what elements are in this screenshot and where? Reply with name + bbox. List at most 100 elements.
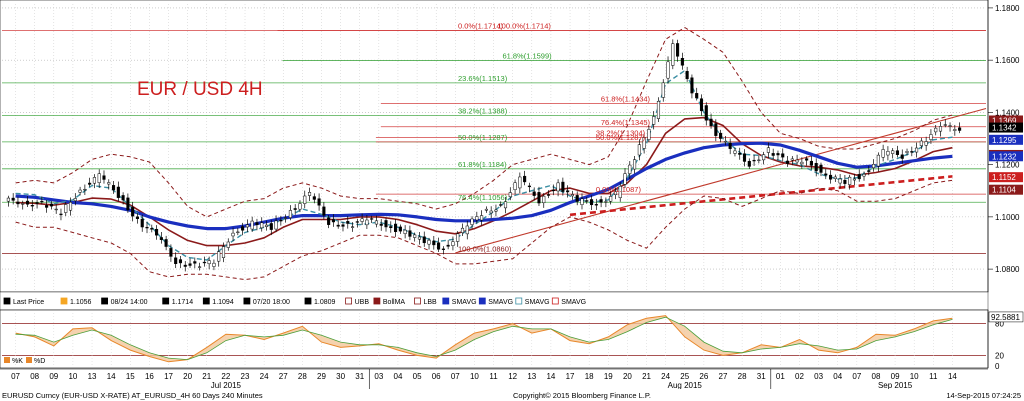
osc-axis-label: 20 [995,351,1004,360]
candle-body [580,198,584,205]
candle-body [867,170,871,172]
candle-body [953,129,957,131]
candle-body [112,185,116,191]
candle-body [590,199,594,206]
lo-icon [304,297,312,305]
x-tick-label: 07 [11,372,20,381]
candle-body [384,220,388,228]
x-tick-label: 10 [68,372,77,381]
x-tick-label: 30 [336,372,345,381]
trend-lines [455,107,987,254]
candle-body [35,202,39,204]
candle-body [537,192,541,204]
x-tick-label: 23 [241,372,250,381]
candle-body [40,200,44,203]
candle-body [556,182,560,192]
legend-label: SMAVG [561,299,586,306]
osc-legend-swatch [4,357,10,363]
x-axis: 07 08 09 10 13 14 15 16 17 20 21 22 23 24 27 28 29 30 31 03… [0,368,988,390]
oscillator-lines [15,315,953,363]
candle-body [838,178,842,184]
price-icon [3,297,11,305]
hi-icon [162,297,170,305]
x-tick-label: 21 [642,372,651,381]
upper-band-line [15,27,953,218]
x-tick-label: 17 [164,372,173,381]
candle-body [852,178,857,181]
osc-axis-label: 0 [995,362,1000,371]
candle-body [370,218,374,220]
candle-body [159,237,163,240]
candle-body [331,219,335,223]
candle-body [647,129,651,140]
candle-body [269,223,273,230]
osc-last-value-badge [988,311,1024,323]
fib-label: 61.8%(1.1184) [458,160,507,169]
candle-body [403,229,407,234]
candle-body [895,150,900,155]
candle-body [346,221,350,224]
x-tick-label: 14 [948,372,957,381]
candle-body [78,189,82,193]
candle-body [293,208,297,210]
candle-body [73,198,77,202]
candle-body [613,191,618,195]
footer-bar [0,389,1024,401]
candle-body [456,233,460,242]
x-tick-label: 14 [546,372,555,381]
oscillator-panel [0,309,989,369]
candle-body [489,210,493,214]
candle-body [809,160,813,166]
x-tick-label: 31 [757,372,766,381]
dash-icon [515,297,523,305]
candle-body [704,105,708,121]
lo-icon [243,297,251,305]
candle-body [30,205,34,207]
candle-body [833,176,837,180]
candle-body [723,141,727,143]
right-axis-label: 1.0800 [995,265,1020,274]
candle-body [188,263,192,266]
candle-body [924,141,928,146]
right-axis-label: 1.1800 [995,4,1020,13]
fib-label: 76.4%(1.1345) [601,118,651,127]
x-tick-label: 07 [852,372,861,381]
candle-body [728,142,732,149]
candle-body [327,217,331,225]
candle-body [862,173,866,177]
candle-body [322,206,326,216]
candle-body [155,228,159,236]
candle-body [857,174,861,180]
swatch-icon [478,297,486,305]
x-tick-label: 04 [394,372,403,381]
last-value-text: 1.1104 [992,186,1016,195]
candle-body [465,225,469,235]
legend-label: 08/24 14:00 [111,299,148,306]
candle-body [747,160,751,167]
footer-left: EURUSD Curncy (EUR-USD X-RATE) AT_EURUSD… [2,391,263,400]
candle-body [881,149,885,158]
osc-legend-label: %D [34,358,45,365]
candle-body [241,226,245,231]
candle-body [848,176,852,185]
candle-body [709,118,713,127]
legend-label: 1.1094 [212,299,234,306]
candle-body [824,173,828,176]
legend-label: 1.1714 [172,299,194,306]
x-tick-label: 28 [738,372,747,381]
candle-body [317,198,321,206]
x-tick-label: 31 [355,372,364,381]
candle-body [68,202,73,211]
candle-body [83,188,87,191]
candle-body [236,231,240,233]
candle-body [417,236,422,240]
candle-body [527,185,531,188]
month-label: Aug 2015 [668,381,703,390]
candle-body [886,151,890,156]
trend-line-upper [455,107,987,254]
candle-body [150,228,154,230]
x-tick-label: 11 [929,372,938,381]
candle-body [609,196,613,202]
candle-body [905,151,909,153]
candle-body [88,182,92,185]
